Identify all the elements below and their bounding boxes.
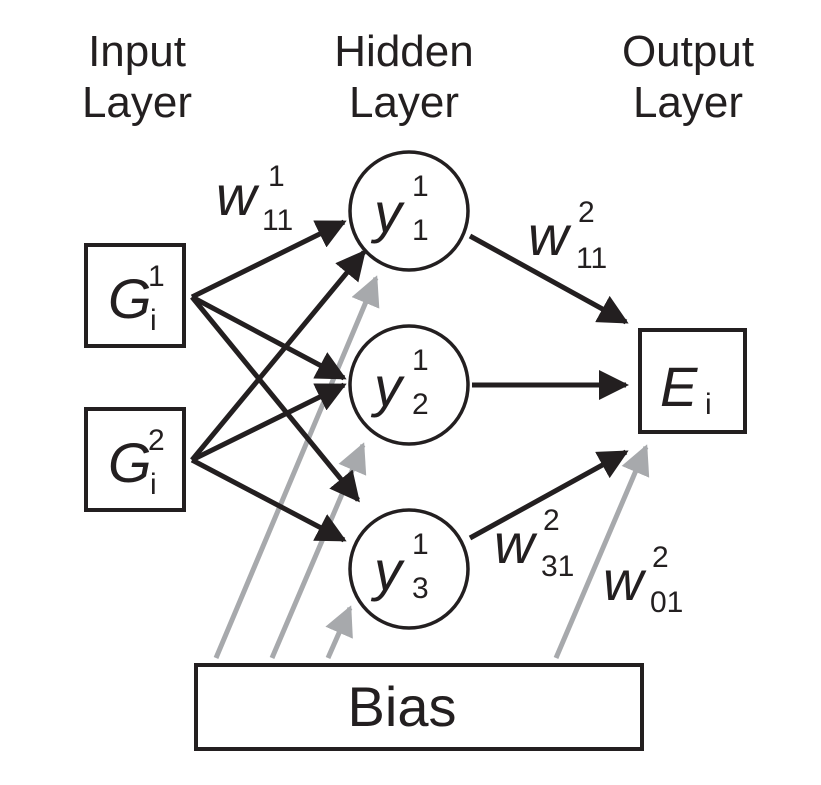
output-node-e-symbol: E	[660, 355, 698, 418]
weight-w2-11-symbol: w	[528, 204, 572, 267]
weight-w2-01-sup: 2	[652, 541, 669, 574]
hidden-node-y3-symbol: y	[370, 539, 405, 602]
bias-arrow-to-output	[553, 444, 650, 659]
output-layer-heading-line2: Layer	[633, 78, 743, 127]
input-node-g1-symbol: G	[108, 267, 152, 330]
bias-label: Bias	[348, 675, 457, 738]
input-node-g2-sub: i	[150, 468, 157, 501]
hidden-node-y3-sup: 1	[412, 528, 429, 561]
hidden-node-y3: y 1 3	[348, 508, 470, 630]
input-node-g1-sub: i	[150, 304, 157, 337]
weight-label-w2-11: w 2 11	[528, 196, 607, 275]
edge-y1-to-output	[468, 233, 629, 325]
hidden-node-y2-sup: 1	[412, 344, 429, 377]
weight-w2-31-sub: 31	[541, 550, 574, 583]
weight-label-w2-31: w 2 31	[494, 504, 574, 583]
bias-arrow-to-y2	[269, 442, 367, 659]
weight-w2-11-sup: 2	[578, 196, 595, 229]
weight-w2-31-sup: 2	[543, 504, 560, 537]
hidden-node-y1-sub: 1	[412, 214, 429, 247]
edge-g2-to-y1	[190, 249, 366, 462]
input-node-g2-sup: 2	[148, 424, 165, 457]
input-layer-heading-line2: Layer	[82, 78, 192, 127]
output-layer-heading-line1: Output	[622, 27, 754, 76]
hidden-node-y1-symbol: y	[370, 181, 405, 244]
weight-w1-11-sup: 1	[268, 160, 285, 193]
hidden-node-y1-sup: 1	[412, 170, 429, 203]
output-node-e: E i	[638, 328, 747, 434]
input-layer-heading-line1: Input	[88, 27, 186, 76]
hidden-node-y2: y 1 2	[348, 324, 470, 446]
weight-label-w2-01: w 2 01	[603, 541, 683, 619]
bias-arrow-to-y3	[325, 605, 353, 660]
weight-w2-01-sub: 01	[650, 586, 683, 619]
bias-arrow-to-y1	[213, 275, 380, 659]
weight-label-w1-11: w 1 11	[216, 160, 293, 237]
edge-g2-to-y3	[190, 457, 347, 543]
output-node-e-sub: i	[705, 388, 712, 421]
bias-node: Bias	[194, 663, 644, 751]
input-node-g1: G 1 i	[84, 243, 186, 348]
hidden-node-y2-sub: 2	[412, 388, 429, 421]
edge-g1-to-y1	[190, 219, 347, 300]
weight-w2-31-symbol: w	[494, 512, 538, 575]
hidden-layer-heading-line1: Hidden	[334, 27, 473, 76]
weight-w1-11-sub: 11	[262, 204, 293, 237]
input-node-g1-sup: 1	[148, 260, 165, 293]
input-node-g2: G 2 i	[84, 407, 186, 512]
hidden-node-y1: y 1 1	[348, 150, 470, 272]
edge-g1-to-y2	[190, 294, 347, 381]
edge-g2-to-y2	[190, 382, 347, 463]
hidden-layer-heading-line2: Layer	[349, 78, 459, 127]
weight-w1-11-symbol: w	[216, 164, 260, 227]
weight-w2-01-symbol: w	[603, 549, 647, 612]
hidden-node-y2-symbol: y	[370, 355, 405, 418]
edge-y3-to-output	[468, 449, 629, 541]
input-node-g2-symbol: G	[108, 431, 152, 494]
weight-w2-11-sub: 11	[576, 242, 607, 275]
edge-g1-to-y3	[190, 295, 360, 503]
hidden-node-y3-sub: 3	[412, 572, 429, 605]
